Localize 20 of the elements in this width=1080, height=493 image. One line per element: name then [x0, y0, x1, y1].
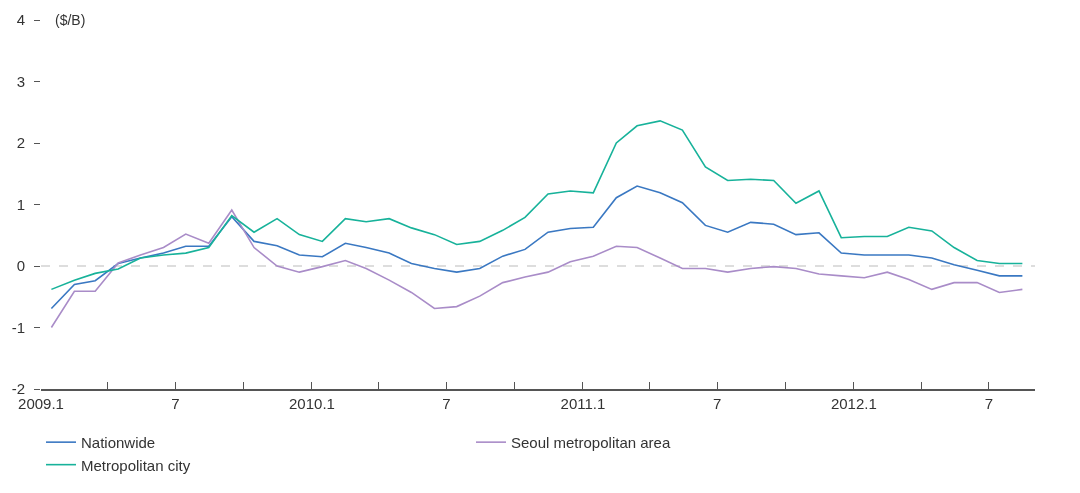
y-tick-label: 1: [16, 195, 25, 213]
legend-label: Metropolitan city: [81, 456, 191, 474]
line-series: [50, 209, 1024, 329]
x-tick-label: 2012.1: [830, 394, 877, 412]
y-tick-label: 2: [16, 134, 25, 152]
x-tick-label: 7: [713, 394, 722, 412]
y-tick-label: -1: [11, 318, 25, 336]
line-series: [50, 120, 1024, 291]
y-tick-label: 3: [16, 72, 25, 90]
y-tick-label: 4: [16, 11, 25, 29]
legend-label: Seoul metropolitan area: [511, 434, 671, 451]
x-tick-label: 2010.1: [289, 394, 335, 412]
x-tick-label: 7: [171, 394, 180, 412]
y-axis-title: ($/B): [55, 12, 86, 28]
legend-label: Nationwide: [81, 434, 156, 451]
x-tick-label: 7: [442, 394, 451, 412]
line-series: [50, 185, 1024, 310]
x-tick-label: 7: [984, 394, 994, 412]
x-tick-label: 2011.1: [560, 394, 606, 412]
y-tick-label: 0: [16, 257, 25, 275]
